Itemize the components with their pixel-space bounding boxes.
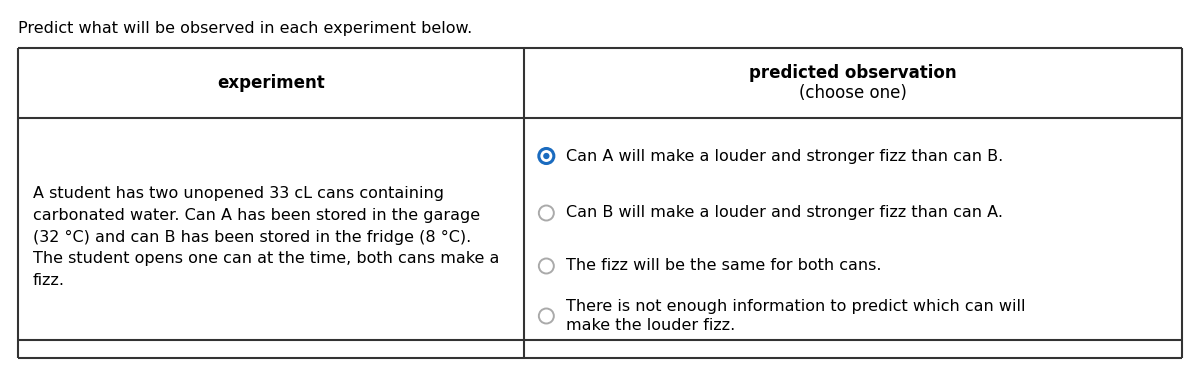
Text: Can A will make a louder and stronger fizz than can B.: Can A will make a louder and stronger fi…	[566, 149, 1003, 163]
Text: A student has two unopened 33 cL cans containing
carbonated water. Can A has bee: A student has two unopened 33 cL cans co…	[34, 186, 499, 288]
Text: There is not enough information to predict which can will
make the louder fizz.: There is not enough information to predi…	[566, 298, 1026, 333]
Text: (choose one): (choose one)	[799, 84, 907, 102]
Circle shape	[539, 258, 554, 273]
Circle shape	[539, 205, 554, 220]
Circle shape	[544, 153, 550, 159]
Circle shape	[539, 149, 554, 163]
Text: experiment: experiment	[217, 74, 325, 92]
Text: The fizz will be the same for both cans.: The fizz will be the same for both cans.	[566, 258, 882, 273]
Text: Can B will make a louder and stronger fizz than can A.: Can B will make a louder and stronger fi…	[566, 205, 1003, 220]
Text: predicted observation: predicted observation	[749, 64, 956, 82]
Circle shape	[539, 308, 554, 323]
Text: Predict what will be observed in each experiment below.: Predict what will be observed in each ex…	[18, 21, 473, 35]
